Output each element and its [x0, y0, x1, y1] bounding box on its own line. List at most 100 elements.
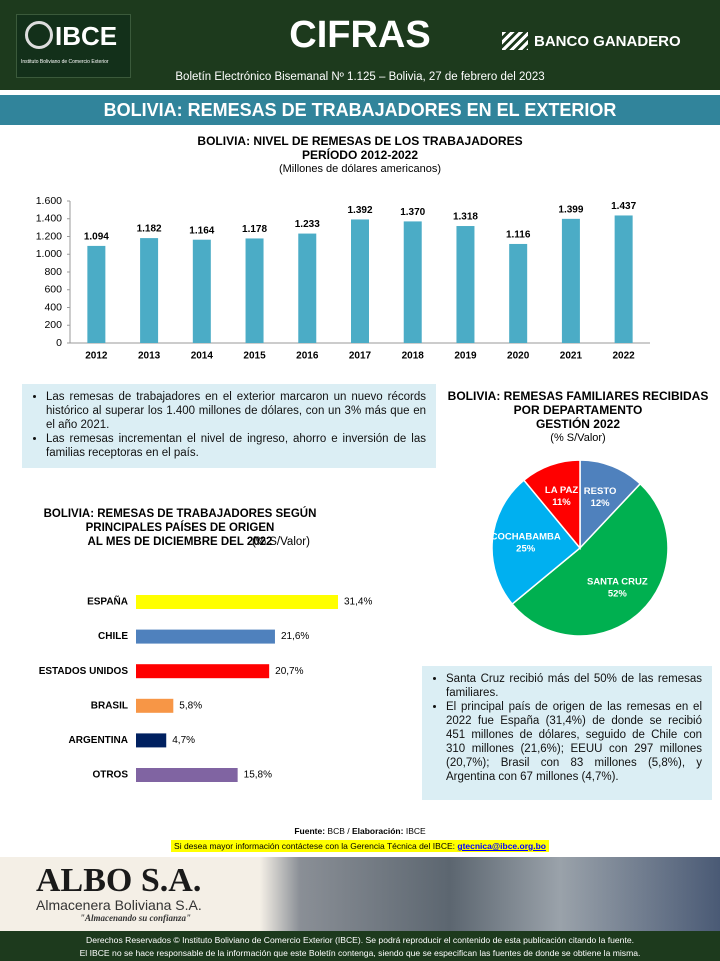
ad	[0, 857, 720, 931]
logo-sub: Instituto Boliviano de Comercio Exterior	[21, 59, 109, 65]
slice-label: RESTO	[584, 486, 617, 497]
slice-value: 52%	[608, 588, 628, 599]
category-label: ESPAÑA	[87, 595, 128, 608]
footer: Derechos Reservados © Instituto Bolivian…	[0, 931, 720, 961]
title: CIFRAS	[289, 14, 431, 56]
contact-email[interactable]: gtecnica@ibce.org.bo	[457, 841, 546, 851]
source-text: IBCE	[405, 826, 426, 836]
y-tick-label: 1.000	[36, 248, 62, 260]
value-label: 1.094	[84, 232, 109, 243]
notes-top: Las remesas de trabajadores en el exteri…	[22, 384, 436, 468]
value-label: 1.178	[242, 224, 267, 235]
value-label: 1.437	[611, 201, 636, 212]
value-label: 1.233	[295, 219, 320, 230]
bar	[245, 238, 264, 343]
chart-title: PRINCIPALES PAÍSES DE ORIGEN	[86, 521, 275, 534]
contact: Si desea mayor información contáctese co…	[0, 840, 720, 852]
bar	[456, 226, 475, 343]
pie-slice	[522, 459, 581, 551]
value-label: 15,8%	[244, 770, 272, 781]
bar	[298, 233, 317, 343]
chart-subtitle: (% S/Valor)	[252, 536, 310, 548]
x-tick-label: 2022	[613, 351, 636, 362]
y-tick-label: 400	[44, 301, 62, 313]
x-tick-label: 2012	[85, 351, 108, 362]
banner: BOLIVIA: REMESAS DE TRABAJADORES EN EL E…	[0, 95, 720, 125]
sponsor-logo	[502, 32, 528, 50]
source-label: Fuente:	[294, 826, 326, 836]
slice-label: COCHABAMBA	[491, 531, 561, 542]
contact-text: Si desea mayor información contáctese co…	[174, 841, 455, 851]
source: Fuente: BCB / Elaboración: IBCE	[0, 826, 720, 836]
y-tick-label: 800	[44, 266, 62, 278]
chart-title: BOLIVIA: NIVEL DE REMESAS DE LOS TRABAJA…	[197, 134, 522, 148]
bar	[192, 239, 211, 343]
chart-title: PERÍODO 2012-2022	[302, 147, 418, 162]
x-tick-label: 2014	[191, 351, 214, 362]
pie-slice	[511, 482, 669, 637]
bar	[136, 698, 174, 713]
ad-name: Almacenera Boliviana S.A.	[36, 897, 202, 913]
footer-line: Derechos Reservados © Instituto Bolivian…	[85, 935, 635, 945]
category-label: BRASIL	[91, 700, 128, 711]
value-label: 1.318	[453, 212, 478, 223]
value-label: 1.392	[347, 205, 372, 216]
chart-title: BOLIVIA: REMESAS DE TRABAJADORES SEGÚN	[44, 507, 317, 520]
slice-value: 25%	[516, 543, 536, 554]
chart-subtitle: (Millones de dólares americanos)	[279, 163, 441, 175]
subtitle: Boletín Electrónico Bisemanal Nº 1.125 –…	[175, 71, 545, 83]
bullet: Santa Cruz recibió más del 50% de las re…	[446, 672, 702, 700]
bar	[561, 218, 580, 343]
bar	[136, 733, 167, 748]
notes-bottom: Santa Cruz recibió más del 50% de las re…	[422, 666, 712, 800]
sponsor: BANCO GANADERO	[534, 33, 681, 50]
bar	[136, 664, 270, 679]
category-label: CHILE	[98, 631, 128, 642]
ad-slogan: "Almacenando su confianza"	[80, 913, 192, 923]
x-tick-label: 2018	[402, 351, 425, 362]
source-text: BCB /	[327, 826, 352, 836]
slice-value: 12%	[591, 498, 611, 509]
value-label: 4,7%	[172, 735, 195, 746]
bullet: Las remesas incrementan el nivel de ingr…	[46, 432, 426, 460]
y-tick-label: 600	[44, 284, 62, 296]
bar	[614, 215, 633, 343]
chart-subtitle: (% S/Valor)	[550, 432, 605, 444]
bar	[351, 219, 369, 343]
chart-title: GESTIÓN 2022	[536, 416, 620, 431]
source-label: Elaboración:	[351, 826, 404, 836]
bar	[136, 629, 275, 644]
slice-label: SANTA CRUZ	[587, 576, 648, 587]
slice-value: 11%	[552, 497, 571, 508]
category-label: OTROS	[92, 770, 128, 781]
value-label: 5,8%	[179, 700, 202, 711]
category-label: ARGENTINA	[69, 735, 128, 746]
y-tick-label: 0	[56, 337, 62, 349]
value-label: 1.399	[558, 204, 583, 215]
footer-line: El IBCE no se hace responsable de la inf…	[79, 948, 641, 958]
logo-text: IBCE	[55, 21, 118, 51]
logo: IBCE Instituto Boliviano de Comercio Ext…	[16, 14, 131, 78]
chart-title: BOLIVIA: REMESAS FAMILIARES RECIBIDAS	[448, 389, 709, 403]
value-label: 21,6%	[281, 631, 309, 642]
bullet: El principal país de origen de las remes…	[446, 700, 702, 784]
x-tick-label: 2013	[138, 351, 161, 362]
ad-brand: ALBO S.A.	[36, 862, 202, 899]
x-tick-label: 2015	[243, 351, 266, 362]
pie-slice	[579, 459, 642, 550]
pie-slice	[491, 479, 582, 606]
bar	[136, 595, 338, 609]
bar	[509, 243, 528, 343]
x-tick-label: 2017	[349, 351, 372, 362]
bar	[140, 238, 159, 343]
bar	[87, 245, 106, 343]
chart-title: AL MES DE DICIEMBRE DEL 2022	[88, 536, 273, 548]
slice-label: LA PAZ	[545, 485, 578, 496]
x-tick-label: 2016	[296, 351, 319, 362]
x-tick-label: 2020	[507, 351, 530, 362]
logo-globe	[25, 21, 53, 49]
value-label: 20,7%	[275, 666, 303, 677]
value-label: 1.370	[400, 207, 425, 218]
